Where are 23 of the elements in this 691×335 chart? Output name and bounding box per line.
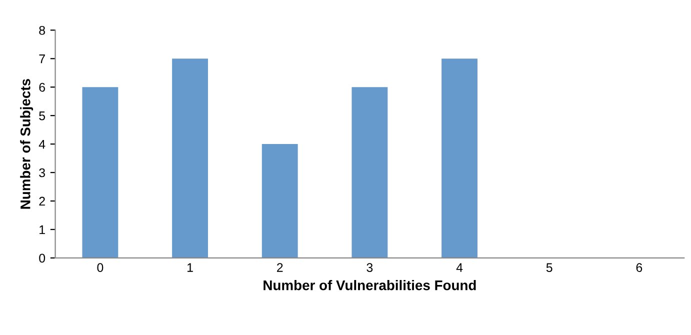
y-tick-label: 0 (39, 254, 46, 263)
x-tick-label: 5 (546, 263, 552, 272)
y-tick-label: 4 (38, 140, 46, 149)
y-tick-label: 2 (39, 196, 45, 206)
bar (442, 58, 478, 258)
x-tick-label: 6 (636, 263, 642, 272)
bar (82, 87, 118, 258)
y-tick-label: 3 (39, 168, 46, 178)
y-tick-label: 6 (39, 82, 46, 92)
x-tick-label: 4 (456, 263, 463, 272)
y-tick-label: 1 (40, 225, 45, 234)
x-tick-label: 1 (188, 263, 193, 272)
y-tick-label: 5 (39, 112, 46, 120)
x-tick-label: 0 (97, 263, 104, 272)
y-tick-label: 7 (39, 54, 45, 64)
bar (262, 144, 298, 258)
bar (172, 58, 208, 258)
x-tick-label: 2 (277, 263, 283, 272)
x-tick-label: 3 (366, 263, 373, 272)
x-axis-title: Number of Vulnerabilities Found (264, 280, 476, 290)
y-tick-label: 8 (39, 26, 46, 35)
bar (352, 87, 388, 258)
y-axis-title: Number of Subjects (20, 79, 34, 209)
